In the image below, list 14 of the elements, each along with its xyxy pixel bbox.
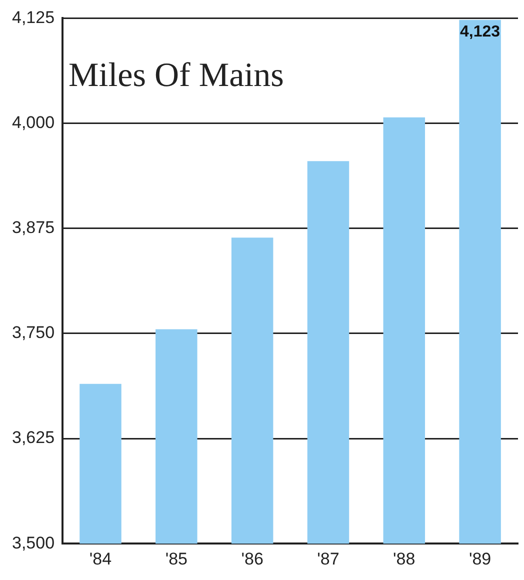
x-tick-label: '87	[317, 549, 340, 568]
x-tick-label: '84	[89, 549, 112, 568]
y-tick-label: 3,625	[12, 428, 55, 448]
text: Miles Of Mains	[68, 57, 284, 94]
y-tick-label: 3,875	[12, 218, 55, 238]
x-tick-label: '88	[393, 549, 416, 568]
y-tick-label: 3,750	[12, 323, 55, 342]
data-label: 4,123	[460, 23, 500, 40]
y-tick-label: 3,500	[12, 533, 55, 552]
x-tick-label: '89	[468, 549, 492, 568]
y-tick-label: 4,000	[12, 112, 55, 132]
x-tick-label: '85	[165, 549, 188, 568]
y-tick-label: 4,125	[12, 8, 55, 27]
x-tick-label: '86	[241, 549, 264, 568]
